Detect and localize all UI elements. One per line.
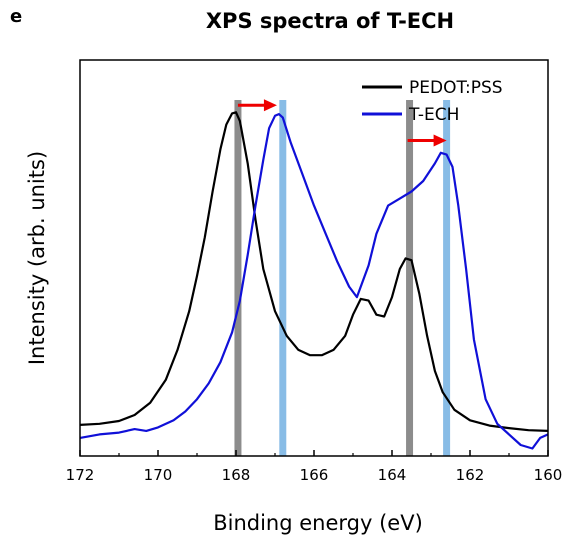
shift-arrow-head-0 <box>263 99 277 112</box>
plot-frame <box>79 59 549 457</box>
x-tick-label: 166 <box>300 466 329 484</box>
x-tick-label: 170 <box>144 466 173 484</box>
x-tick-label: 168 <box>222 466 251 484</box>
x-tick-label: 164 <box>378 466 407 484</box>
x-axis-title: Binding energy (eV) <box>213 511 423 535</box>
x-tick-label: 160 <box>534 466 563 484</box>
chart-title: XPS spectra of T-ECH <box>206 9 454 33</box>
legend-label-t-ech: T-ECH <box>408 105 459 125</box>
series-line-pedot-pss <box>79 111 549 432</box>
legend: PEDOT:PSS T-ECH <box>362 78 503 125</box>
shift-arrow-head-1 <box>433 134 447 147</box>
x-tick-label: 172 <box>66 466 95 484</box>
x-axis-ticks: 172 170 168 166 164 162 160 <box>66 450 563 484</box>
legend-label-pedot-pss: PEDOT:PSS <box>409 78 503 98</box>
x-tick-label: 162 <box>456 466 485 484</box>
y-axis-title: Intensity (arb. units) <box>25 151 49 365</box>
panel-label: e <box>10 6 22 27</box>
shift-arrows <box>237 99 447 147</box>
series-line-t-ech <box>79 113 549 450</box>
spectra-lines <box>79 111 549 450</box>
